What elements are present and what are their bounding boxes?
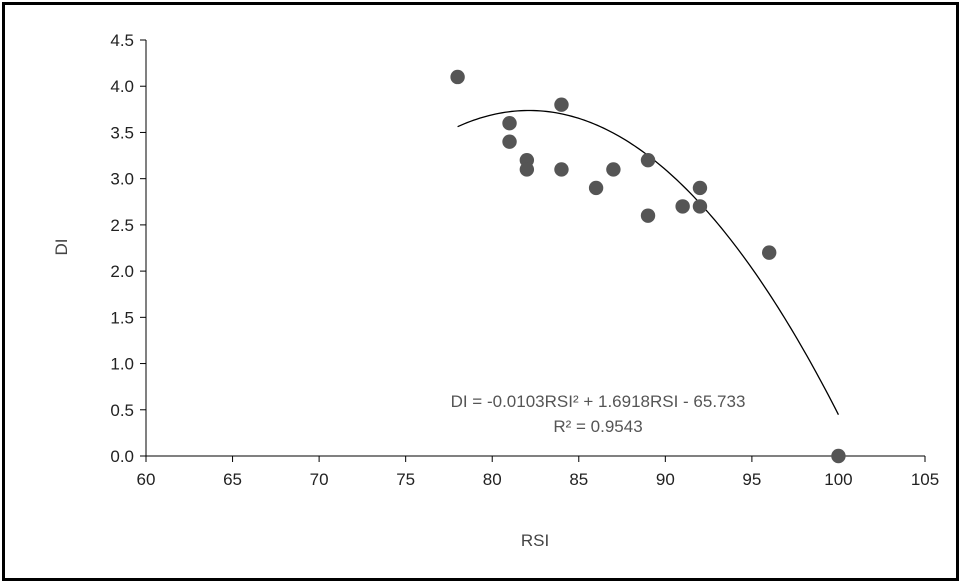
data-point xyxy=(554,162,569,177)
data-point xyxy=(588,180,604,196)
y-tick-label: 2.5 xyxy=(110,216,134,235)
y-tick-label: 3.5 xyxy=(110,123,134,142)
data-point xyxy=(502,134,517,149)
x-tick-label: 85 xyxy=(569,470,588,489)
x-axis-title: RSI xyxy=(521,531,549,550)
y-tick-label: 2.0 xyxy=(110,262,134,281)
y-tick-labels: 0.0 0.5 1.0 1.5 2.0 2.5 3.0 3.5 4.0 4.5 xyxy=(110,31,134,466)
x-tick-label: 105 xyxy=(911,470,939,489)
scatter-chart: 60 65 70 75 80 85 90 95 100 105 0.0 0.5 1.0 1.5 2.0 2.… xyxy=(52,31,940,550)
axes xyxy=(140,39,926,462)
x-tick-label: 80 xyxy=(483,470,502,489)
data-point xyxy=(640,208,656,223)
data-point xyxy=(450,69,465,85)
y-tick-label: 1.5 xyxy=(110,308,134,327)
y-axis-title: DI xyxy=(52,239,71,256)
equation-label: DI = -0.0103RSI² + 1.6918RSI - 65.733 xyxy=(451,392,746,411)
r-squared-label: R² = 0.9543 xyxy=(553,417,642,436)
data-point xyxy=(692,180,708,196)
x-tick-label: 90 xyxy=(656,470,675,489)
data-point xyxy=(692,199,708,214)
y-tick-label: 4.0 xyxy=(110,77,134,96)
y-tick-label: 3.0 xyxy=(110,170,134,189)
data-point xyxy=(502,116,517,131)
data-point xyxy=(831,448,846,464)
x-tick-label: 100 xyxy=(824,470,852,489)
y-tick-label: 1.0 xyxy=(110,355,134,374)
data-points xyxy=(450,69,846,464)
data-point xyxy=(762,245,777,260)
x-tick-label: 60 xyxy=(137,470,156,489)
x-tick-labels: 60 65 70 75 80 85 90 95 100 105 xyxy=(137,470,940,489)
x-tick-label: 95 xyxy=(742,470,761,489)
x-tick-label: 70 xyxy=(310,470,329,489)
data-point xyxy=(519,162,535,177)
x-tick-label: 65 xyxy=(223,470,242,489)
y-tick-label: 4.5 xyxy=(110,31,134,50)
data-point xyxy=(606,162,621,177)
data-point xyxy=(675,199,690,214)
y-tick-label: 0.0 xyxy=(110,447,134,466)
x-tick-label: 75 xyxy=(396,470,415,489)
data-point xyxy=(640,152,656,168)
y-tick-label: 0.5 xyxy=(110,401,134,420)
data-point xyxy=(554,97,569,112)
